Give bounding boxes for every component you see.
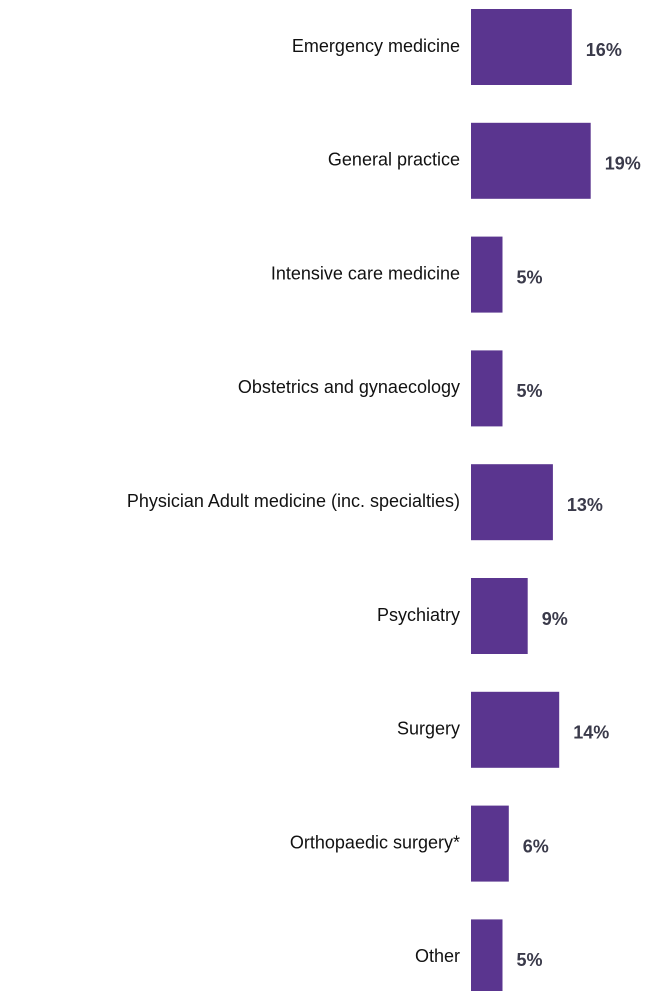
value-label: 5% — [517, 950, 543, 970]
bar — [471, 236, 503, 313]
bar — [471, 9, 572, 85]
value-label: 16% — [586, 40, 622, 60]
value-label: 14% — [573, 723, 609, 743]
category-label: Intensive care medicine — [271, 263, 460, 283]
bar — [471, 464, 553, 541]
category-label: Orthopaedic surgery* — [290, 832, 460, 852]
category-label: Physician Adult medicine (inc. specialti… — [127, 491, 460, 511]
category-label: General practice — [328, 150, 460, 170]
value-label: 5% — [517, 267, 543, 287]
bar — [471, 578, 528, 654]
value-label: 6% — [523, 836, 549, 856]
bar — [471, 122, 591, 199]
category-label: Other — [415, 946, 460, 966]
value-label: 13% — [567, 495, 603, 515]
bar — [471, 919, 503, 991]
category-label: Psychiatry — [377, 605, 460, 625]
bar — [471, 691, 560, 768]
category-label: Obstetrics and gynaecology — [238, 377, 460, 397]
category-label: Emergency medicine — [292, 36, 460, 56]
value-label: 9% — [542, 609, 568, 629]
value-label: 19% — [605, 154, 641, 174]
bar — [471, 805, 509, 882]
category-label: Surgery — [397, 719, 460, 739]
value-label: 5% — [517, 381, 543, 401]
bar — [471, 350, 503, 427]
